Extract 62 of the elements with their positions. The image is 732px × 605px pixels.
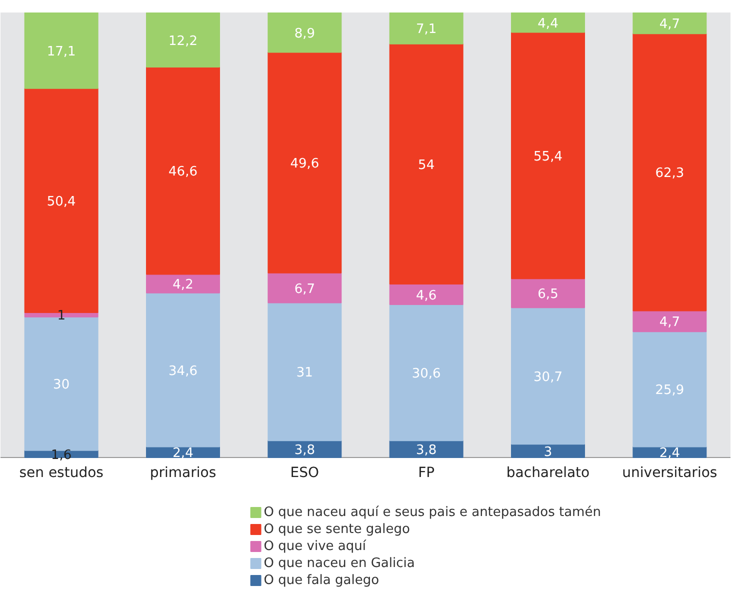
bar: [146, 274, 220, 294]
data-label: 12,2: [168, 34, 198, 49]
x-tick-label: universitarios: [622, 465, 718, 482]
data-label: 30,7: [534, 370, 562, 385]
bar: [268, 272, 342, 304]
bar: [389, 304, 464, 442]
legend-label: O que naceu en Galicia: [264, 556, 415, 571]
data-label: 4,2: [172, 278, 194, 293]
bar: [511, 32, 585, 280]
data-label: 4,6: [416, 288, 437, 304]
data-label: 4,4: [538, 16, 558, 32]
bar: [268, 12, 342, 53]
data-label: 25,9: [655, 383, 684, 398]
bar: [632, 12, 707, 34]
bar: [511, 278, 585, 308]
bar: [268, 302, 342, 442]
legend-label: O que naceu aquí e seus pais e antepasados tamén: [264, 505, 601, 520]
data-label: 2,4: [659, 446, 680, 462]
data-label: 62,3: [655, 166, 684, 182]
data-label: 34,6: [168, 364, 198, 379]
data-label: 7,1: [416, 22, 437, 38]
bar: [146, 12, 220, 68]
data-label: 3: [544, 444, 552, 460]
legend-label: O que fala galego: [264, 573, 380, 588]
data-label: 17,1: [46, 44, 76, 60]
bar: [511, 12, 585, 33]
bar: [389, 284, 464, 305]
bar: [389, 12, 464, 44]
x-tick-label: bacharelato: [506, 465, 590, 482]
data-label: 46,6: [168, 164, 198, 180]
data-label: 8,9: [294, 26, 316, 42]
bar: [146, 292, 220, 448]
data-label: 54: [418, 158, 435, 173]
data-label: 3,8: [294, 443, 316, 458]
data-label: 49,6: [290, 156, 320, 172]
data-label: 50,4: [46, 194, 76, 210]
bar: [511, 444, 585, 458]
data-label: 30: [53, 378, 70, 393]
x-tick-label: FP: [418, 465, 435, 482]
data-label: 6,5: [538, 287, 558, 302]
x-tick-label: primarios: [150, 465, 216, 482]
data-label: 55,4: [534, 149, 562, 164]
bar: [268, 52, 342, 274]
data-label: 31: [296, 366, 313, 381]
data-label: 30,6: [412, 366, 441, 382]
data-label: 1: [57, 308, 66, 324]
legend-label: O que vive aquí: [264, 539, 366, 554]
data-label: 4,7: [659, 17, 680, 32]
bar: [511, 307, 585, 445]
x-tick-label: sen estudos: [19, 465, 104, 482]
bar: [632, 310, 707, 332]
data-label: 2,4: [172, 446, 194, 462]
bar: [632, 331, 707, 448]
bar: [632, 33, 707, 312]
bar: [389, 43, 464, 285]
data-label: 3,8: [416, 443, 437, 458]
data-label: 4,7: [659, 315, 680, 330]
legend-label: O que se sente galego: [264, 522, 410, 537]
x-tick-label: ESO: [290, 465, 320, 482]
bar: [24, 12, 98, 89]
bar: [146, 66, 220, 275]
data-label: 6,7: [294, 282, 316, 297]
